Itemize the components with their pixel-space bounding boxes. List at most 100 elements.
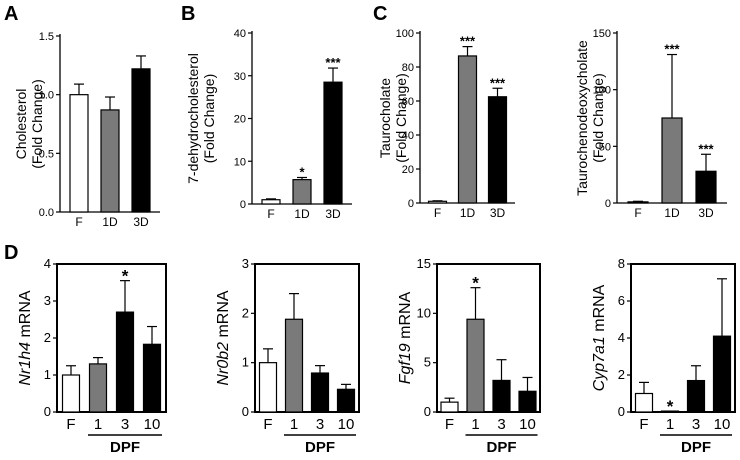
bar-1D	[100, 109, 120, 213]
bar-F	[258, 362, 278, 413]
y-tick-label: 40	[402, 130, 414, 142]
bar-10	[142, 343, 162, 413]
y-tick-label: 0	[424, 404, 431, 419]
y-tick-label: 10	[234, 156, 246, 168]
bar-3D	[131, 68, 151, 213]
y-tick-label: 1	[242, 355, 249, 370]
y-tick-label: 100	[593, 85, 611, 97]
bar-3	[686, 379, 706, 413]
y-tick-label: 2	[618, 367, 625, 382]
significance-star: *	[122, 267, 129, 286]
category-label: 1	[666, 416, 674, 433]
bar-F	[427, 200, 448, 204]
y-axis-label-line: Taurocholate	[377, 78, 393, 158]
bar-10	[712, 335, 732, 413]
gene-name: Nr1h4	[17, 342, 34, 386]
category-label: 10	[338, 416, 355, 433]
panel-letter-d: D	[4, 242, 18, 264]
y-tick-label: 1.5	[39, 31, 54, 43]
category-label: F	[639, 416, 648, 433]
y-axis-label-suffix: mRNA	[215, 290, 232, 342]
y-tick-label: 2	[44, 330, 51, 345]
dpf-label: DPF	[681, 439, 711, 456]
panel-letter-b: B	[181, 3, 195, 25]
y-axis-label-line: Taurochenodeoxycholate	[574, 40, 590, 196]
category-label: 3	[316, 416, 324, 433]
bar-1	[660, 410, 680, 413]
y-tick-label: 4	[44, 256, 51, 271]
bar-F	[634, 392, 654, 413]
y-tick-label: 50	[599, 141, 611, 153]
dpf-label: DPF	[305, 439, 335, 456]
y-axis-label-line: (Fold Change)	[590, 73, 606, 163]
y-axis-label: Nr0b2 mRNA	[215, 290, 232, 385]
y-tick-label: 40	[234, 28, 246, 40]
category-label: F	[445, 416, 454, 433]
y-tick-label: 30	[234, 71, 246, 83]
y-tick-label: 4	[618, 330, 625, 345]
bar-1D	[661, 117, 683, 204]
y-tick-label: 0	[605, 198, 611, 210]
category-label: 3D	[325, 207, 341, 221]
y-tick-label: 15	[417, 256, 431, 271]
category-label: 3	[497, 416, 505, 433]
y-tick-label: 0	[240, 199, 246, 211]
category-label: F	[434, 206, 441, 220]
dpf-label: DPF	[487, 439, 517, 456]
y-tick-label: 3	[242, 256, 249, 271]
plot-frame	[254, 263, 360, 413]
significance-star: ***	[325, 55, 341, 70]
bar-10	[336, 388, 356, 413]
y-tick-label: 1.0	[39, 90, 54, 102]
bar-3	[115, 311, 135, 413]
chart-d2: 0 1 2 3 F 1 3 10 Nr0b2 mRNA DPF	[215, 256, 360, 456]
y-tick-label: 5	[424, 355, 431, 370]
y-tick-label: 3	[44, 293, 51, 308]
bar-F	[627, 201, 649, 204]
category-label: 3D	[698, 206, 714, 220]
category-label: F	[267, 207, 274, 221]
y-tick-label: 60	[402, 96, 414, 108]
y-tick-label: 0	[408, 198, 414, 210]
y-tick-label: 0.0	[39, 207, 54, 219]
gene-name: Nr0b2	[215, 342, 232, 386]
significance-star: ***	[664, 42, 680, 57]
chart-d1: 0 1 2 3 4 F 1 * 3 10 Nr1h4 mRNA DPF	[17, 256, 167, 456]
category-label: 10	[519, 416, 536, 433]
y-axis-label: Cyp7a1 mRNA	[591, 284, 608, 391]
bar-3	[492, 379, 511, 413]
y-axis-label-line: 7-dehydrocholesterol	[185, 53, 201, 184]
y-axis-label: 7-dehydrocholesterol(Fold Change)	[185, 53, 217, 184]
chart-b1: 0 10 20 30 40 F * 1D *** 3D 7-dehydrocholesterol(F…	[185, 28, 352, 221]
y-axis-label: Taurochenodeoxycholate(Fold Change)	[574, 40, 606, 196]
category-label: 1D	[460, 206, 476, 220]
category-label: 1D	[664, 206, 680, 220]
category-label: 10	[144, 416, 161, 433]
y-tick-label: 10	[417, 305, 431, 320]
plot-frame	[436, 263, 541, 413]
chart-d4: 0 2 4 6 8 F *1 3 10 Cyp7a1 mRNA DPF	[591, 256, 736, 456]
panel-letter-c: C	[373, 3, 387, 25]
gene-name: Fgf19	[397, 343, 414, 384]
y-axis-label-suffix: mRNA	[591, 284, 608, 336]
y-tick-label: 20	[234, 114, 246, 126]
y-tick-label: 2	[242, 305, 249, 320]
bar-1	[88, 363, 108, 413]
bar-F	[440, 401, 459, 413]
category-label: F	[75, 215, 82, 229]
bar-3D	[487, 96, 508, 204]
y-tick-label: 100	[396, 28, 414, 40]
bar-3D	[323, 81, 343, 205]
chart-c1: 0 20 40 60 80 100 F *** 1D *** 3D Taurocholate(Fold…	[377, 28, 515, 220]
significance-star: *	[299, 164, 305, 179]
category-label: 1	[290, 416, 298, 433]
category-label: 10	[714, 416, 731, 433]
bar-1D	[292, 179, 312, 205]
bar-F	[61, 374, 81, 413]
category-label: 1D	[102, 215, 118, 229]
y-axis-label: Cholesterol(Fold Change)	[13, 79, 45, 169]
bar-3	[310, 372, 330, 413]
y-tick-label: 8	[618, 256, 625, 271]
